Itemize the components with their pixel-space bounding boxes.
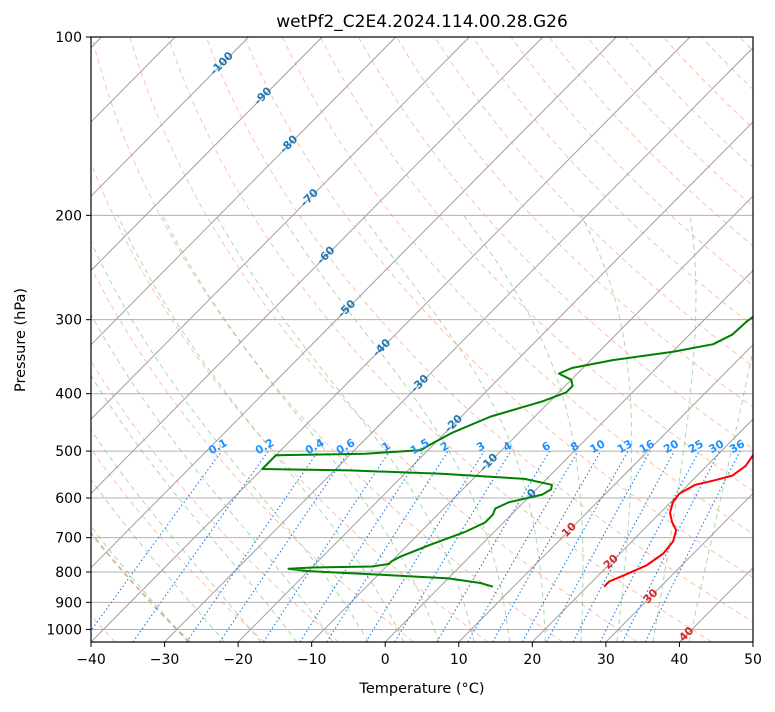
- x-tick-label: −40: [76, 652, 106, 668]
- x-tick-label: 30: [597, 652, 615, 668]
- x-tick-label: 20: [523, 652, 541, 668]
- chart-title: wetPf2_C2E4.2024.114.00.28.G26: [276, 12, 568, 32]
- y-tick-label: 700: [55, 531, 82, 547]
- x-axis-label: Temperature (°C): [358, 681, 484, 697]
- x-tick-label: 10: [450, 652, 468, 668]
- x-tick-label: 0: [381, 652, 390, 668]
- y-tick-label: 800: [55, 565, 82, 581]
- y-tick-label: 600: [55, 491, 82, 507]
- y-tick-label: 1000: [46, 622, 82, 638]
- y-tick-label: 900: [55, 595, 82, 611]
- x-tick-label: −10: [297, 652, 327, 668]
- y-tick-label: 100: [55, 30, 82, 46]
- y-tick-label: 200: [55, 208, 82, 224]
- y-axis-label: Pressure (hPa): [13, 288, 29, 392]
- y-tick-label: 500: [55, 444, 82, 460]
- y-tick-label: 300: [55, 313, 82, 329]
- x-tick-label: −30: [150, 652, 180, 668]
- y-tick-label: 400: [55, 387, 82, 403]
- x-tick-label: −20: [223, 652, 253, 668]
- x-tick-label: 50: [744, 652, 762, 668]
- x-tick-label: 40: [671, 652, 689, 668]
